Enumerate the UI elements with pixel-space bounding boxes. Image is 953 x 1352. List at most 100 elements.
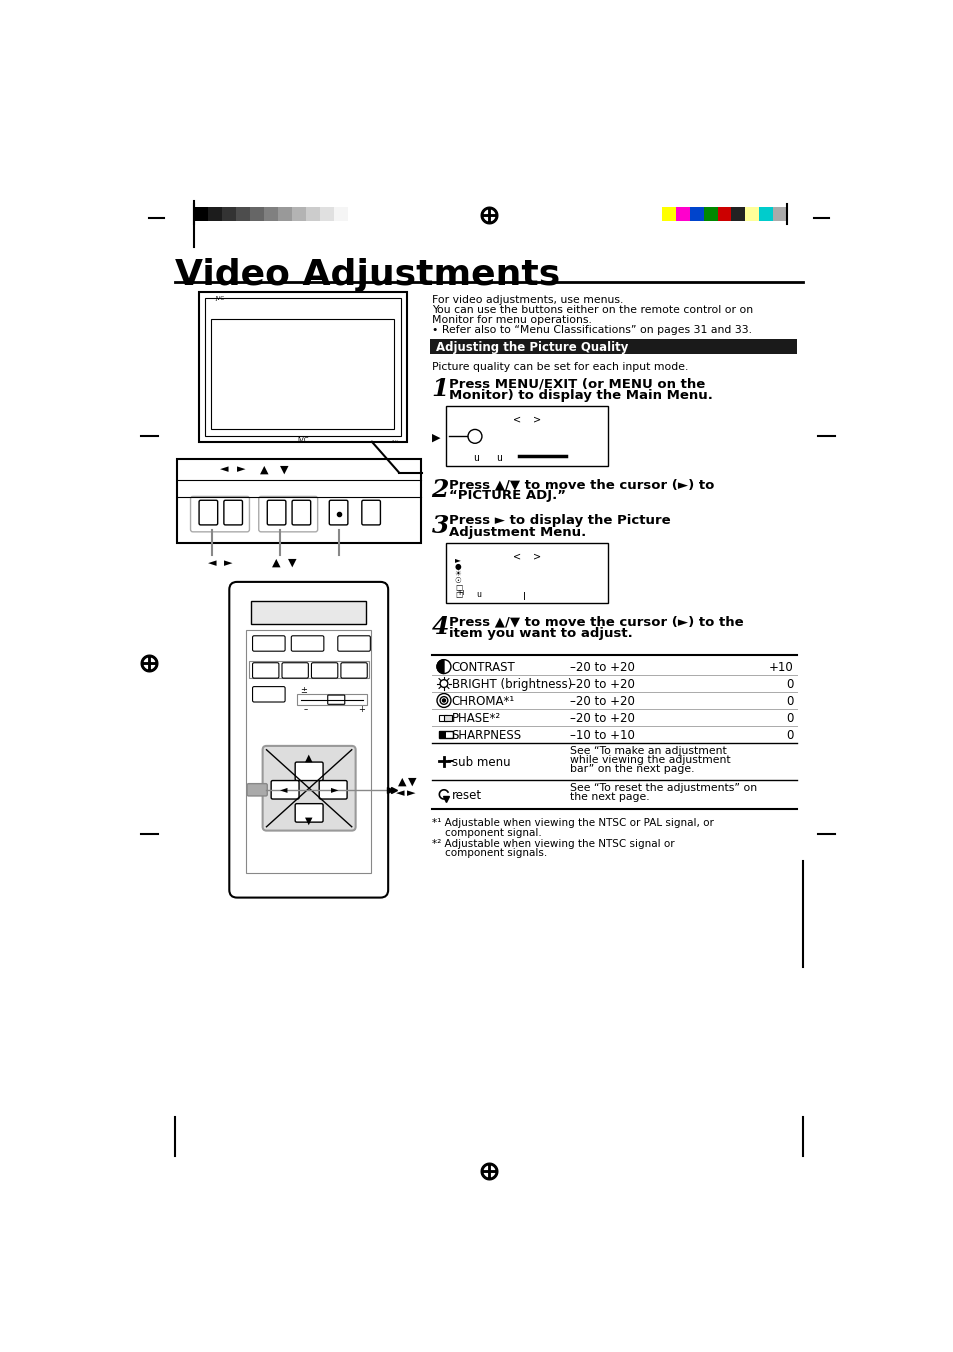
Text: sub menu: sub menu [452, 756, 510, 768]
Text: ●: ● [455, 562, 461, 571]
Text: JVC: JVC [215, 296, 224, 301]
Text: Monitor for menu operations.: Monitor for menu operations. [431, 315, 591, 324]
Text: *¹ Adjustable when viewing the NTSC or PAL signal, or: *¹ Adjustable when viewing the NTSC or P… [431, 818, 713, 829]
Bar [208, 207, 222, 220]
Text: –10 to +10: –10 to +10 [569, 729, 634, 742]
Text: bar” on the next page.: bar” on the next page. [569, 764, 693, 775]
FancyBboxPatch shape [247, 784, 267, 796]
Bar [212, 319, 394, 430]
Text: –20 to +20: –20 to +20 [569, 661, 634, 673]
FancyBboxPatch shape [340, 662, 367, 679]
Text: ±: ± [299, 685, 306, 695]
Bar [194, 207, 208, 220]
Bar [249, 661, 369, 679]
Text: >: > [533, 552, 540, 561]
Text: +: + [357, 706, 364, 714]
Text: 0: 0 [785, 711, 793, 725]
Text: u: u [472, 453, 478, 462]
FancyBboxPatch shape [294, 763, 323, 780]
Text: 3: 3 [431, 514, 449, 538]
Text: while viewing the adjustment: while viewing the adjustment [569, 756, 729, 765]
Bar [278, 207, 292, 220]
Text: ►: ► [223, 557, 232, 568]
Text: 0: 0 [785, 695, 793, 707]
Text: Picture quality can be set for each input mode.: Picture quality can be set for each inpu… [431, 362, 687, 372]
Bar [759, 207, 773, 220]
Bar [177, 458, 421, 544]
Bar [306, 207, 319, 220]
Text: ►: ► [236, 465, 245, 475]
Text: ◄: ◄ [219, 465, 228, 475]
Text: ▼: ▼ [288, 557, 296, 568]
Text: CONTRAST: CONTRAST [452, 661, 515, 673]
Text: • Refer also to “Menu Classifications” on pages 31 and 33.: • Refer also to “Menu Classifications” o… [431, 324, 751, 335]
Text: □: □ [455, 583, 461, 592]
Bar [445, 544, 608, 603]
Bar [250, 207, 264, 220]
FancyBboxPatch shape [294, 803, 323, 822]
Bar [319, 207, 334, 220]
Text: Adjusting the Picture Quality: Adjusting the Picture Quality [436, 341, 628, 353]
Bar [443, 715, 452, 721]
Text: –20 to +20: –20 to +20 [569, 711, 634, 725]
FancyBboxPatch shape [199, 500, 217, 525]
Text: Monitor) to display the Main Menu.: Monitor) to display the Main Menu. [448, 388, 712, 402]
FancyBboxPatch shape [337, 635, 370, 652]
Text: Press ▲/▼ to move the cursor (►) to the: Press ▲/▼ to move the cursor (►) to the [448, 615, 742, 627]
Bar [661, 207, 675, 220]
Text: You can use the buttons either on the remote control or on: You can use the buttons either on the re… [431, 304, 752, 315]
Bar [222, 207, 236, 220]
Bar [199, 292, 406, 442]
Text: ▲: ▲ [259, 465, 268, 475]
FancyBboxPatch shape [258, 496, 317, 531]
FancyBboxPatch shape [191, 496, 249, 531]
Bar [744, 207, 759, 220]
Text: JVC: JVC [297, 437, 309, 443]
Text: ►: ► [455, 554, 460, 564]
FancyBboxPatch shape [319, 780, 347, 799]
Text: component signals.: component signals. [431, 848, 546, 859]
Text: u: u [476, 589, 481, 599]
Text: 1: 1 [431, 377, 449, 402]
Text: ►: ► [406, 788, 415, 798]
Text: BRIGHT (brightness): BRIGHT (brightness) [452, 677, 572, 691]
Text: PHASE*²: PHASE*² [452, 711, 500, 725]
Text: item you want to adjust.: item you want to adjust. [448, 626, 632, 639]
Bar [334, 207, 348, 220]
Bar [717, 207, 731, 220]
Text: –20 to +20: –20 to +20 [569, 695, 634, 707]
Text: Press ► to display the Picture: Press ► to display the Picture [448, 514, 670, 527]
Text: ◄: ◄ [279, 784, 287, 794]
Text: SHARPNESS: SHARPNESS [452, 729, 521, 742]
Text: <: < [513, 414, 520, 425]
Text: For video adjustments, use menus.: For video adjustments, use menus. [431, 295, 622, 304]
Text: component signal.: component signal. [431, 827, 540, 837]
Text: ▲: ▲ [272, 557, 280, 568]
Text: u: u [496, 453, 501, 462]
Text: ▲: ▲ [305, 753, 313, 763]
Text: reset: reset [452, 788, 481, 802]
Bar [703, 207, 717, 220]
Bar [773, 207, 786, 220]
Text: Video Adjustments: Video Adjustments [174, 258, 559, 292]
FancyBboxPatch shape [229, 581, 388, 898]
Text: ◄: ◄ [395, 788, 404, 798]
Text: >: > [533, 414, 540, 425]
FancyBboxPatch shape [253, 635, 285, 652]
Text: ◄: ◄ [208, 557, 216, 568]
Text: ▲: ▲ [397, 777, 406, 787]
FancyBboxPatch shape [328, 695, 344, 704]
FancyBboxPatch shape [292, 500, 311, 525]
Bar [689, 207, 703, 220]
Text: –20 to +20: –20 to +20 [569, 677, 634, 691]
FancyBboxPatch shape [329, 500, 348, 525]
Text: ☀: ☀ [455, 569, 461, 577]
Bar [731, 207, 744, 220]
Bar [675, 207, 689, 220]
FancyBboxPatch shape [267, 500, 286, 525]
Text: ☉: ☉ [455, 576, 461, 584]
Bar [236, 207, 250, 220]
Text: the next page.: the next page. [569, 792, 648, 802]
Text: ▼: ▼ [305, 815, 313, 826]
Bar [297, 695, 367, 706]
